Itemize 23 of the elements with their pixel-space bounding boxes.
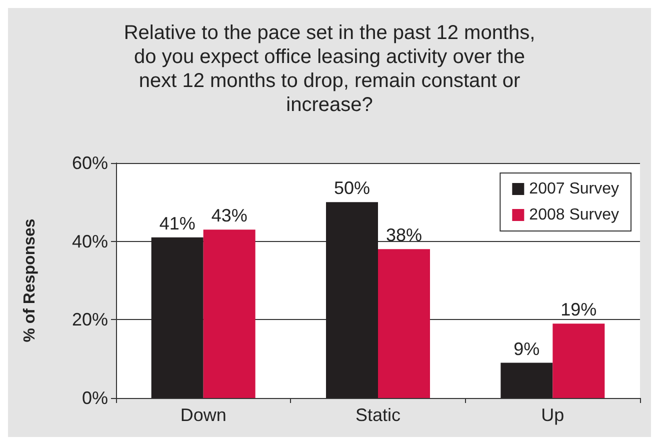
bar — [378, 249, 430, 398]
x-tick-label: Up — [541, 405, 564, 425]
data-label: 9% — [514, 338, 540, 359]
y-axis-title: % of Responses — [22, 218, 38, 342]
bar — [151, 237, 204, 398]
chart-title: Relative to the pace set in the past 12 months, do you expect office leasing activity over the next 12 months to drop, remain constant or increase? — [124, 22, 536, 116]
x-tick-label: Static — [355, 405, 401, 425]
data-label: 50% — [334, 178, 370, 198]
legend-label: 2008 Survey — [529, 206, 620, 224]
data-label: 19% — [560, 300, 597, 320]
bar — [552, 324, 605, 398]
y-tick-label: 20% — [72, 310, 108, 330]
y-tick-label: 0% — [82, 388, 108, 408]
data-label: 38% — [386, 225, 422, 246]
data-label: 41% — [159, 213, 196, 234]
bar — [500, 362, 553, 398]
data-label: 43% — [211, 206, 248, 226]
y-tick-label: 40% — [72, 231, 108, 252]
legend-label: 2007 Survey — [529, 180, 620, 198]
y-tick-label: 60% — [72, 153, 108, 173]
bar — [203, 230, 256, 398]
bar — [326, 202, 378, 398]
x-tick-label: Down — [180, 405, 226, 425]
